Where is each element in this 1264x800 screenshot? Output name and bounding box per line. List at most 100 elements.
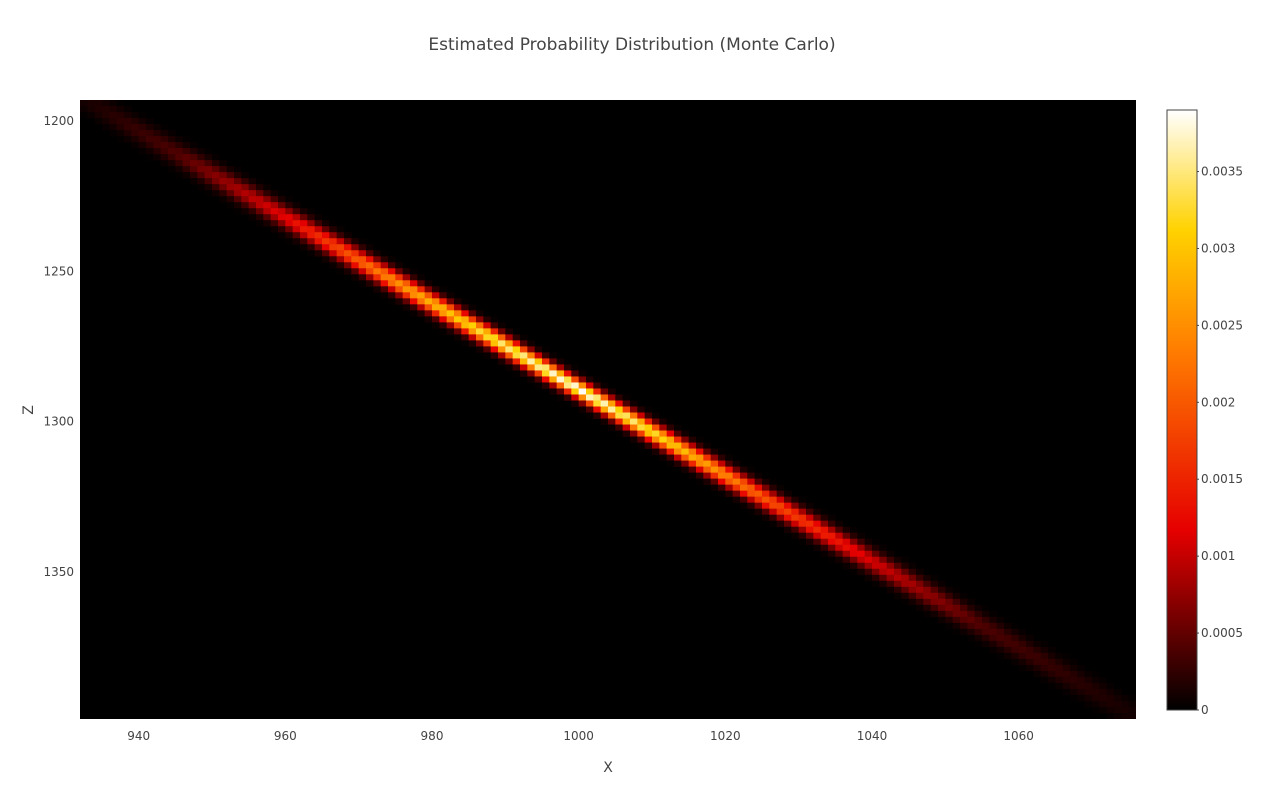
heatmap-cell [696, 478, 704, 486]
heatmap-cell [872, 550, 880, 558]
heatmap-cell [329, 226, 338, 233]
heatmap-cell [116, 112, 125, 119]
heatmap-cell [417, 310, 426, 317]
heatmap-cell [490, 328, 499, 335]
heatmap-cell [652, 442, 660, 449]
heatmap-cell [967, 622, 976, 630]
heatmap-cell [329, 220, 338, 227]
heatmap-cell [197, 154, 206, 161]
heatmap-cell [102, 112, 110, 119]
heatmap-cell [549, 352, 558, 359]
y-tick-label: 1200 [43, 114, 74, 128]
heatmap-cell [432, 304, 440, 311]
heatmap-cell [197, 148, 206, 155]
heatmap-cell [204, 172, 213, 179]
heatmap-cell [285, 220, 294, 227]
heatmap-cell [446, 292, 455, 299]
heatmap-cell [850, 526, 858, 534]
heatmap-cell [901, 562, 910, 570]
heatmap-cell [1084, 700, 1093, 708]
heatmap-cell [945, 622, 954, 630]
heatmap-cell [1040, 646, 1049, 654]
heatmap-cell [351, 238, 360, 245]
heatmap-cell [212, 178, 220, 185]
y-tick-label: 1250 [43, 264, 74, 278]
heatmap-cell [263, 202, 272, 209]
heatmap-cell [886, 562, 895, 570]
heatmap-cell [1018, 634, 1027, 642]
heatmap-cell [996, 646, 1005, 654]
heatmap-cell [696, 436, 704, 443]
heatmap-cell [901, 598, 910, 606]
heatmap-cell [197, 160, 206, 167]
heatmap-cell [146, 142, 154, 149]
heatmap-cell [615, 400, 624, 407]
heatmap-cell [483, 328, 492, 335]
heatmap-cell [160, 160, 169, 167]
heatmap-cell [336, 262, 345, 269]
heatmap-cell [344, 238, 352, 245]
heatmap-cell [322, 232, 330, 239]
heatmap-cell [1004, 652, 1012, 660]
heatmap-cell [1040, 652, 1049, 660]
heatmap-cell [974, 610, 983, 618]
heatmap-cell [879, 580, 888, 588]
heatmap-cell [505, 334, 514, 341]
heatmap-cell [938, 598, 946, 606]
heatmap-cell [549, 382, 558, 389]
heatmap-cell [784, 496, 792, 504]
heatmap-cell [578, 388, 587, 395]
heatmap-cell [219, 178, 228, 185]
heatmap-cell [270, 190, 279, 197]
heatmap-cell [718, 466, 726, 474]
heatmap-cell [938, 580, 946, 588]
heatmap-cell [571, 400, 580, 407]
heatmap-cell [666, 436, 675, 443]
x-axis-title: X [603, 760, 613, 776]
heatmap-cell [674, 460, 682, 467]
heatmap-cell [945, 598, 954, 606]
heatmap-cell [813, 514, 822, 522]
heatmap-cell [938, 586, 946, 594]
heatmap-cell [872, 562, 880, 570]
heatmap-cell [813, 526, 822, 534]
heatmap-cell [131, 124, 140, 131]
heatmap-cell [146, 118, 154, 125]
heatmap-cell [102, 106, 110, 113]
heatmap-cell [1018, 658, 1027, 666]
heatmap-cell [556, 388, 565, 395]
heatmap-cell [212, 184, 220, 191]
heatmap-cell [718, 448, 726, 455]
heatmap-cell [769, 520, 778, 528]
heatmap-cell [725, 472, 734, 480]
heatmap-cell [380, 280, 389, 287]
heatmap-cell [916, 580, 924, 588]
heatmap-cell [344, 268, 352, 275]
heatmap-cell [1048, 682, 1056, 690]
heatmap-cell [630, 412, 638, 419]
heatmap-cell [490, 352, 499, 359]
heatmap-cell [886, 574, 895, 582]
heatmap-cell [960, 604, 968, 612]
heatmap-cell [593, 412, 602, 419]
heatmap-cell [710, 484, 719, 492]
heatmap-cell [336, 268, 345, 275]
heatmap-cell [1048, 658, 1056, 666]
heatmap-cell [835, 556, 844, 564]
heatmap-cell [468, 334, 477, 341]
heatmap-cell [278, 208, 286, 215]
heatmap-cell [124, 106, 132, 113]
heatmap-cell [842, 544, 851, 552]
heatmap-cell [586, 412, 594, 419]
colorbar-tick-label: 0.0015 [1201, 472, 1243, 486]
heatmap-cell [564, 388, 572, 395]
heatmap-cell [256, 208, 264, 215]
heatmap-cells [80, 100, 1136, 719]
heatmap-cell [124, 124, 132, 131]
heatmap-cell [131, 130, 140, 137]
heatmap-cell [1084, 688, 1093, 696]
heatmap-cell [806, 508, 814, 516]
heatmap-cell [424, 292, 433, 299]
heatmap-cell [1033, 640, 1042, 648]
heatmap-cell [1011, 622, 1020, 630]
